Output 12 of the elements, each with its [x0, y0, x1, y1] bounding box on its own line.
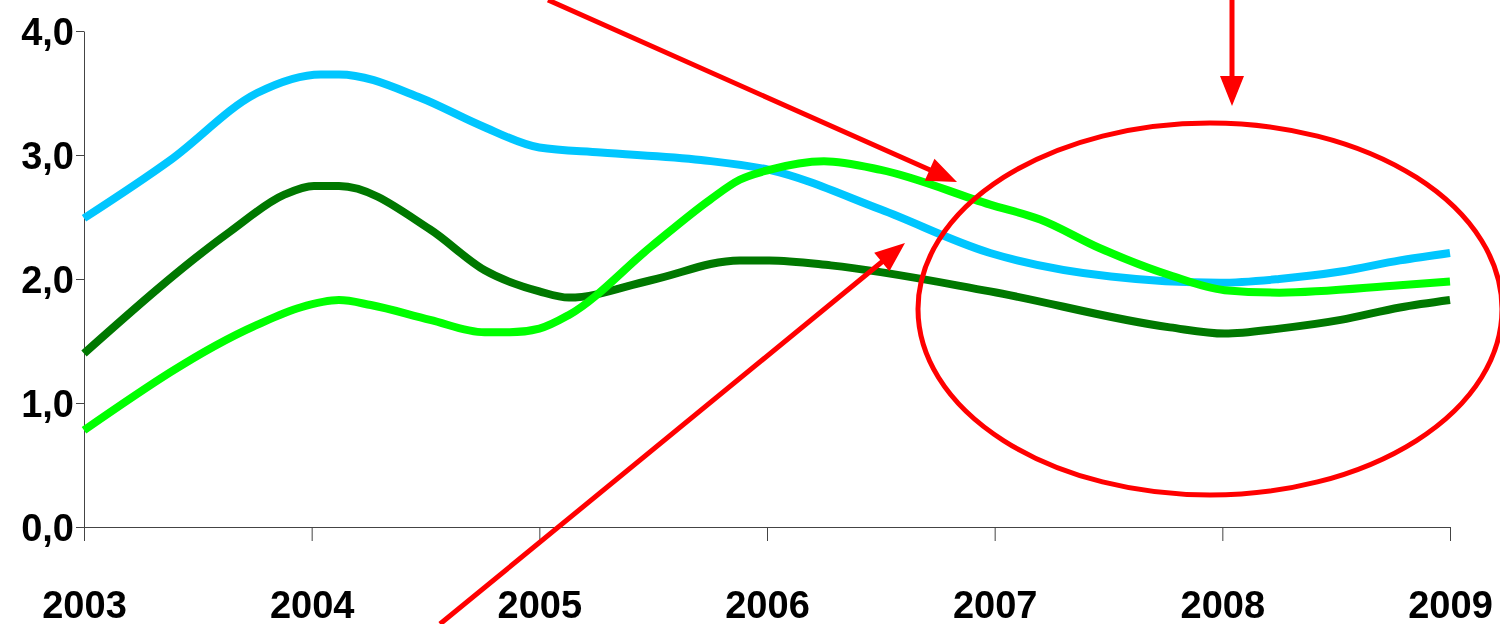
x-tick-label: 2007 [952, 583, 1038, 624]
x-tick-label: 2005 [497, 583, 583, 624]
y-tick-label: 1,0 [21, 382, 74, 425]
x-tick-label: 2006 [725, 583, 810, 624]
x-tick-label: 2008 [1180, 583, 1266, 624]
y-tick-label: 2,0 [21, 258, 74, 301]
x-tick-label: 2004 [269, 583, 355, 624]
x-tick-label: 2009 [1408, 583, 1493, 624]
y-tick-label: 4,0 [21, 10, 74, 53]
x-tick-label: 2003 [42, 583, 127, 624]
y-tick-label: 3,0 [21, 134, 74, 177]
y-tick-label: 0,0 [21, 506, 74, 549]
